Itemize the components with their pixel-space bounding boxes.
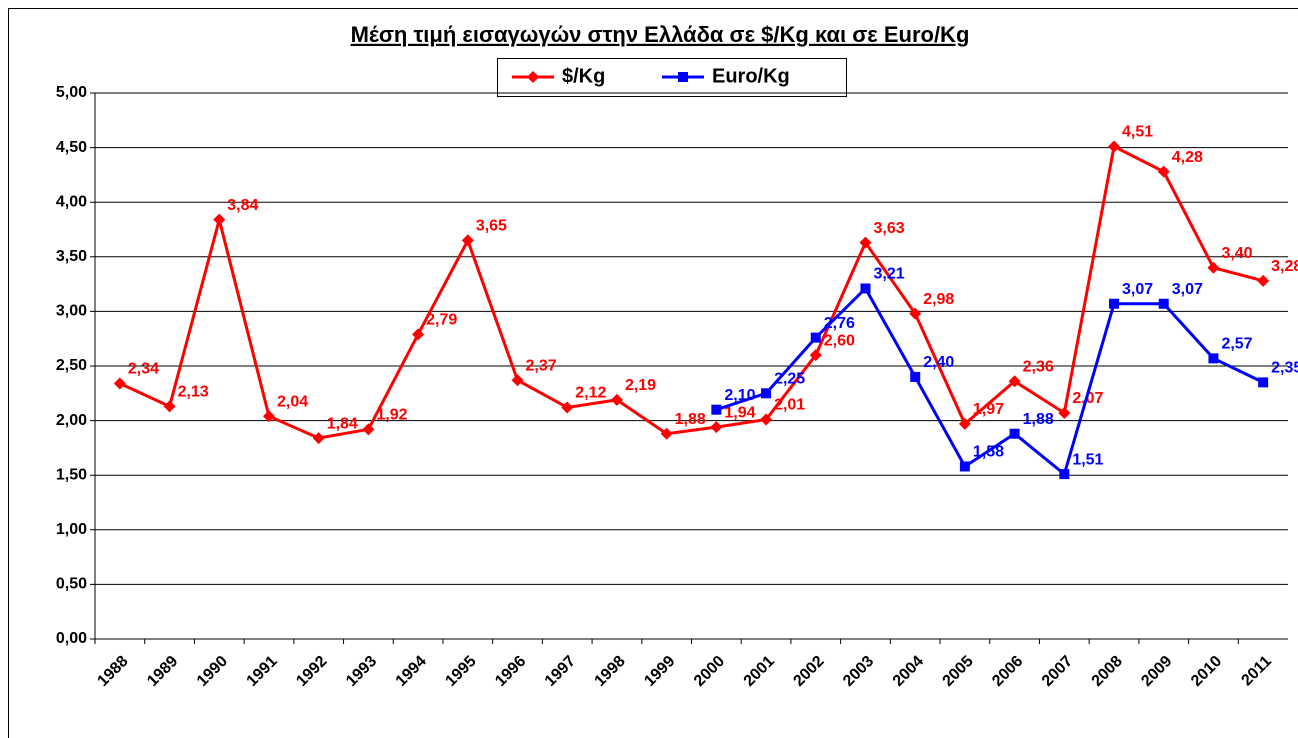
data-label: 1,97 xyxy=(973,401,1004,418)
data-label: 3,28 xyxy=(1271,258,1298,275)
marker xyxy=(909,307,922,320)
data-label: 4,28 xyxy=(1172,149,1203,166)
marker xyxy=(1109,298,1120,309)
data-label: 2,60 xyxy=(824,332,855,349)
legend-label: Euro/Kg xyxy=(712,65,790,87)
marker xyxy=(860,283,871,294)
data-label: 4,51 xyxy=(1122,124,1153,141)
data-label: 2,13 xyxy=(178,384,209,401)
marker xyxy=(810,332,821,343)
marker xyxy=(213,213,226,226)
marker xyxy=(1207,261,1220,274)
data-label: 2,10 xyxy=(724,387,755,404)
data-label: 2,12 xyxy=(575,385,606,402)
marker xyxy=(710,421,723,434)
y-tick-label: 3,50 xyxy=(56,248,87,265)
marker xyxy=(910,371,921,382)
data-label: 1,92 xyxy=(376,407,407,424)
marker xyxy=(1157,165,1170,178)
marker xyxy=(1158,298,1169,309)
legend-label: $/Kg xyxy=(562,65,605,87)
data-label: 2,01 xyxy=(774,397,805,414)
data-label: 3,40 xyxy=(1221,245,1252,262)
data-label: 1,94 xyxy=(724,404,755,421)
data-label: 1,51 xyxy=(1072,451,1103,468)
data-label: 2,36 xyxy=(1023,359,1054,376)
data-label: 3,65 xyxy=(476,218,507,235)
marker xyxy=(1257,274,1270,287)
y-tick-label: 0,50 xyxy=(56,576,87,593)
data-label: 2,19 xyxy=(625,377,656,394)
marker xyxy=(711,404,722,415)
marker xyxy=(362,423,375,436)
marker xyxy=(511,374,524,387)
marker xyxy=(412,328,425,341)
y-tick-label: 2,00 xyxy=(56,412,87,429)
marker xyxy=(809,349,822,362)
y-tick-label: 4,50 xyxy=(56,139,87,156)
marker xyxy=(1009,428,1020,439)
data-label: 3,07 xyxy=(1122,281,1153,298)
marker xyxy=(1108,140,1121,153)
marker xyxy=(527,71,539,83)
data-label: 2,34 xyxy=(128,361,159,378)
y-tick-label: 2,50 xyxy=(56,357,87,374)
marker xyxy=(1258,377,1269,388)
marker xyxy=(461,234,474,247)
data-label: 2,98 xyxy=(923,291,954,308)
data-label: 2,37 xyxy=(526,357,557,374)
marker xyxy=(113,377,126,390)
data-label: 2,79 xyxy=(426,312,457,329)
data-label: 2,57 xyxy=(1221,336,1252,353)
data-label: 1,58 xyxy=(973,444,1004,461)
data-label: 2,35 xyxy=(1271,360,1298,377)
marker xyxy=(262,410,275,423)
data-label: 1,88 xyxy=(675,411,706,428)
marker xyxy=(1208,353,1219,364)
marker xyxy=(163,400,176,413)
marker xyxy=(1059,469,1070,480)
data-label: 3,07 xyxy=(1172,281,1203,298)
y-tick-label: 0,00 xyxy=(56,630,87,647)
marker xyxy=(312,432,325,445)
y-tick-label: 4,00 xyxy=(56,193,87,210)
y-tick-label: 1,00 xyxy=(56,521,87,538)
y-tick-label: 1,50 xyxy=(56,466,87,483)
data-label: 2,07 xyxy=(1072,390,1103,407)
marker xyxy=(1008,375,1021,388)
marker xyxy=(761,388,772,399)
marker xyxy=(610,393,623,406)
data-label: 2,40 xyxy=(923,354,954,371)
marker xyxy=(859,236,872,249)
chart-border xyxy=(8,8,1298,738)
data-label: 3,63 xyxy=(873,220,904,237)
data-label: 2,76 xyxy=(824,315,855,332)
series-line xyxy=(119,144,1264,440)
data-label: 1,88 xyxy=(1023,411,1054,428)
y-tick-label: 3,00 xyxy=(56,303,87,320)
data-label: 3,21 xyxy=(873,266,904,283)
data-label: 2,25 xyxy=(774,371,805,388)
data-label: 1,84 xyxy=(327,415,358,432)
y-tick-label: 5,00 xyxy=(56,84,87,101)
chart-title: Μέση τιμή εισαγωγών στην Ελλάδα σε $/Kg … xyxy=(351,22,970,47)
data-label: 2,04 xyxy=(277,393,308,410)
marker xyxy=(561,401,574,414)
marker xyxy=(660,427,673,440)
data-label: 3,84 xyxy=(227,197,258,214)
marker xyxy=(760,413,773,426)
series-line xyxy=(715,286,1264,477)
marker xyxy=(678,72,688,82)
marker xyxy=(1058,406,1071,419)
marker xyxy=(959,461,970,472)
marker xyxy=(958,417,971,430)
